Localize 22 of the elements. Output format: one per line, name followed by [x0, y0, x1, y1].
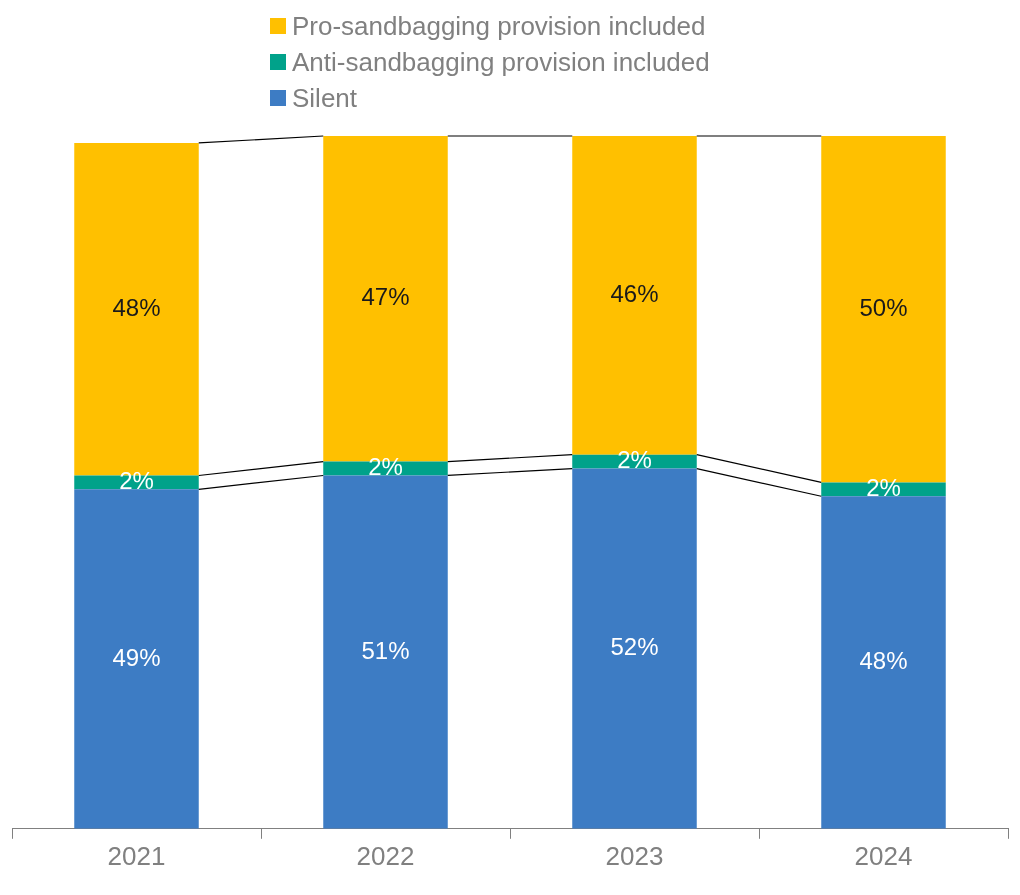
data-label: 51% [361, 636, 410, 664]
data-label: 2% [866, 473, 901, 501]
x-tick-label: 2022 [356, 840, 415, 871]
data-label: 48% [859, 647, 908, 675]
legend-label: Pro-sandbagging provision included [292, 10, 706, 43]
data-label: 49% [112, 643, 161, 671]
data-label: 48% [112, 293, 161, 321]
data-label: 46% [610, 279, 659, 307]
data-label: 50% [859, 293, 908, 321]
bar [74, 489, 199, 829]
x-tick-label: 2021 [107, 840, 166, 871]
data-label: 2% [119, 467, 154, 495]
legend-label: Silent [292, 82, 358, 115]
x-tick-label: 2023 [605, 840, 664, 871]
bar [572, 468, 697, 829]
data-label: 2% [368, 453, 403, 481]
data-label: 52% [610, 633, 659, 661]
bar [323, 475, 448, 829]
legend-label: Anti-sandbagging provision included [292, 46, 710, 79]
x-tick-label: 2024 [854, 840, 913, 871]
bar [821, 496, 946, 829]
data-label: 47% [361, 283, 410, 311]
